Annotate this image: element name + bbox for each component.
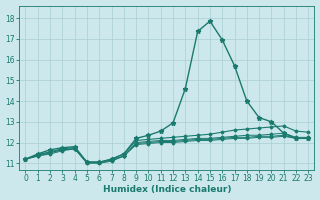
X-axis label: Humidex (Indice chaleur): Humidex (Indice chaleur): [103, 185, 231, 194]
